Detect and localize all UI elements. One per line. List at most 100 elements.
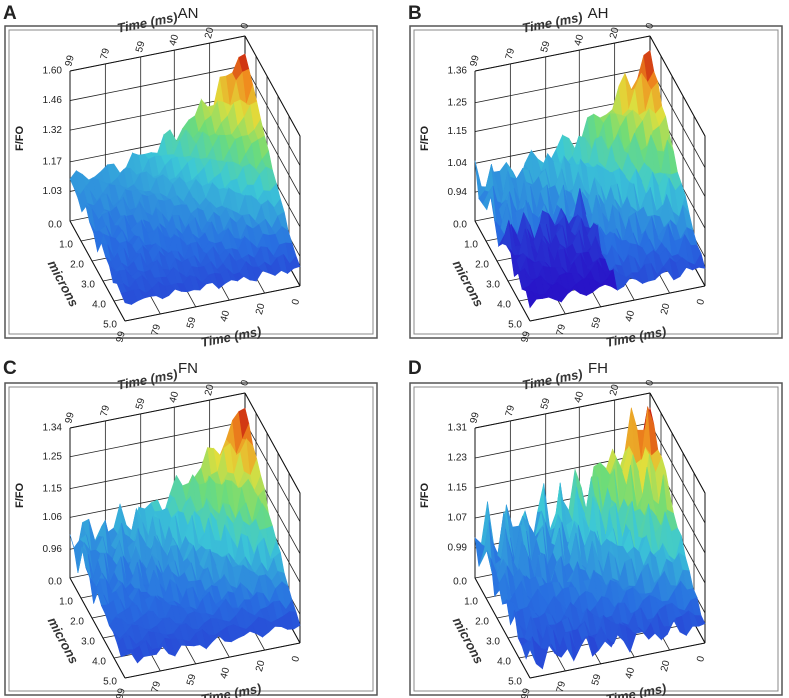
chart-title: FH bbox=[588, 360, 608, 377]
time-tick-label: 20 bbox=[659, 659, 673, 673]
box-edge bbox=[474, 35, 651, 72]
micron-tick-label: 4.0 bbox=[497, 300, 511, 311]
surface-patch bbox=[694, 615, 706, 627]
micron-tick-label: 5.0 bbox=[508, 677, 522, 688]
micron-tick-label: 3.0 bbox=[81, 280, 95, 291]
micron-tick-label: 2.0 bbox=[475, 617, 489, 628]
panel: 0 0 20 20 40 40 59 59 79 79 99 99 0.0 1.0 2.0 3.0 4.0 5.0… bbox=[4, 366, 378, 698]
time-tick-label: 0 bbox=[695, 655, 707, 664]
z-tick-label: 1.60 bbox=[43, 66, 63, 77]
micron-tick-label: 1.0 bbox=[464, 597, 478, 608]
time-tick-label: 40 bbox=[624, 666, 638, 680]
z-axis-label: F/FO bbox=[14, 483, 26, 508]
time-tick-label: 59 bbox=[185, 673, 199, 687]
z-tick-label: 1.06 bbox=[43, 512, 63, 523]
time-tick-label: 79 bbox=[555, 680, 569, 694]
time-tick-label: 79 bbox=[555, 323, 569, 337]
micron-tick-label: 5.0 bbox=[508, 320, 522, 331]
box-edge bbox=[474, 577, 531, 679]
micron-tick-label: 3.0 bbox=[81, 637, 95, 648]
z-axis-label: F/FO bbox=[419, 483, 431, 508]
time-tick-label-top: 79 bbox=[99, 47, 113, 61]
time-tick-label-top: 0 bbox=[644, 22, 656, 31]
z-tick-label: 1.03 bbox=[43, 186, 63, 197]
time-tick-label: 40 bbox=[219, 309, 233, 323]
micron-tick-label: 0.0 bbox=[453, 220, 467, 231]
time-tick-label-top: 79 bbox=[504, 404, 518, 418]
micron-tick-label: 0.0 bbox=[48, 577, 62, 588]
micron-tick-label: 2.0 bbox=[475, 260, 489, 271]
time-tick-label: 59 bbox=[185, 316, 199, 330]
time-tick-label: 99 bbox=[519, 687, 533, 698]
time-tick-label: 0 bbox=[290, 655, 302, 664]
time-tick-label-top: 20 bbox=[608, 383, 622, 397]
panel-letter: A bbox=[3, 3, 17, 24]
z-tick-label: 1.25 bbox=[448, 97, 468, 108]
micron-tick-label: 4.0 bbox=[92, 300, 106, 311]
time-tick-label-top: 0 bbox=[644, 379, 656, 388]
time-tick-label: 20 bbox=[254, 302, 268, 316]
surface-patch bbox=[289, 611, 301, 630]
micron-tick-label: 5.0 bbox=[103, 320, 117, 331]
box-edge bbox=[529, 642, 706, 679]
time-tick-label-top: 59 bbox=[539, 40, 553, 54]
z-tick-label: 1.07 bbox=[448, 513, 468, 524]
panel-inner-frame bbox=[8, 29, 374, 335]
z-tick-label: 1.23 bbox=[448, 453, 468, 464]
back-wall-grid bbox=[474, 67, 651, 104]
box-edge bbox=[474, 392, 651, 429]
z-tick-label: 0.96 bbox=[43, 544, 63, 555]
time-tick-label-top: 59 bbox=[539, 397, 553, 411]
z-tick-label: 1.32 bbox=[43, 125, 63, 136]
time-tick-label: 99 bbox=[519, 330, 533, 344]
z-tick-label: 1.04 bbox=[448, 158, 468, 169]
time-tick-label-top: 40 bbox=[168, 33, 182, 47]
time-tick-label: 0 bbox=[695, 298, 707, 307]
side-wall-grid bbox=[649, 67, 706, 168]
z-tick-label: 0.94 bbox=[448, 187, 468, 198]
z-tick-label: 1.25 bbox=[43, 451, 63, 462]
time-tick-label: 20 bbox=[659, 302, 673, 316]
time-tick-label: 99 bbox=[114, 687, 128, 698]
side-wall-grid bbox=[244, 421, 301, 522]
time-tick-label-top: 40 bbox=[573, 390, 587, 404]
box-edge bbox=[474, 220, 531, 322]
time-tick-label-top: 79 bbox=[504, 47, 518, 61]
time-tick-label: 40 bbox=[624, 309, 638, 323]
time-tick-label-top: 79 bbox=[99, 404, 113, 418]
micron-tick-label: 5.0 bbox=[103, 677, 117, 688]
panel-inner-frame bbox=[413, 29, 779, 335]
chart-title: AH bbox=[588, 5, 609, 22]
surface-patch bbox=[694, 252, 706, 269]
time-tick-label-top: 20 bbox=[608, 26, 622, 40]
z-tick-label: 1.17 bbox=[43, 156, 63, 167]
back-wall-grid bbox=[474, 452, 651, 489]
box-edge bbox=[649, 392, 706, 494]
micron-tick-label: 1.0 bbox=[59, 597, 73, 608]
panel-inner-frame bbox=[8, 386, 374, 692]
micron-tick-label: 3.0 bbox=[486, 637, 500, 648]
micron-tick-label: 1.0 bbox=[464, 240, 478, 251]
chart-title: FN bbox=[178, 360, 198, 377]
time-tick-label-top: 59 bbox=[134, 40, 148, 54]
back-wall-grid bbox=[474, 422, 651, 459]
z-tick-label: 1.36 bbox=[448, 66, 468, 77]
box-edge bbox=[69, 35, 246, 72]
time-tick-label: 20 bbox=[254, 659, 268, 673]
time-tick-label: 59 bbox=[590, 673, 604, 687]
box-edge bbox=[244, 392, 301, 494]
side-wall-grid bbox=[649, 422, 706, 524]
micron-tick-label: 0.0 bbox=[48, 220, 62, 231]
box-edge bbox=[69, 577, 126, 679]
time-tick-label-top: 0 bbox=[239, 379, 251, 388]
micron-tick-label: 2.0 bbox=[70, 260, 84, 271]
back-wall-grid bbox=[69, 421, 246, 458]
chart-title: AN bbox=[178, 5, 199, 22]
panel: 0 0 20 20 40 40 59 59 79 79 99 99 0.0 1.0 2.0 3.0 4.0 5.0… bbox=[409, 9, 783, 350]
time-tick-label-top: 99 bbox=[468, 411, 482, 425]
time-tick-label-top: 59 bbox=[134, 397, 148, 411]
time-tick-label: 79 bbox=[150, 323, 164, 337]
back-wall-grid bbox=[69, 65, 246, 101]
time-tick-label-top: 99 bbox=[63, 54, 77, 68]
